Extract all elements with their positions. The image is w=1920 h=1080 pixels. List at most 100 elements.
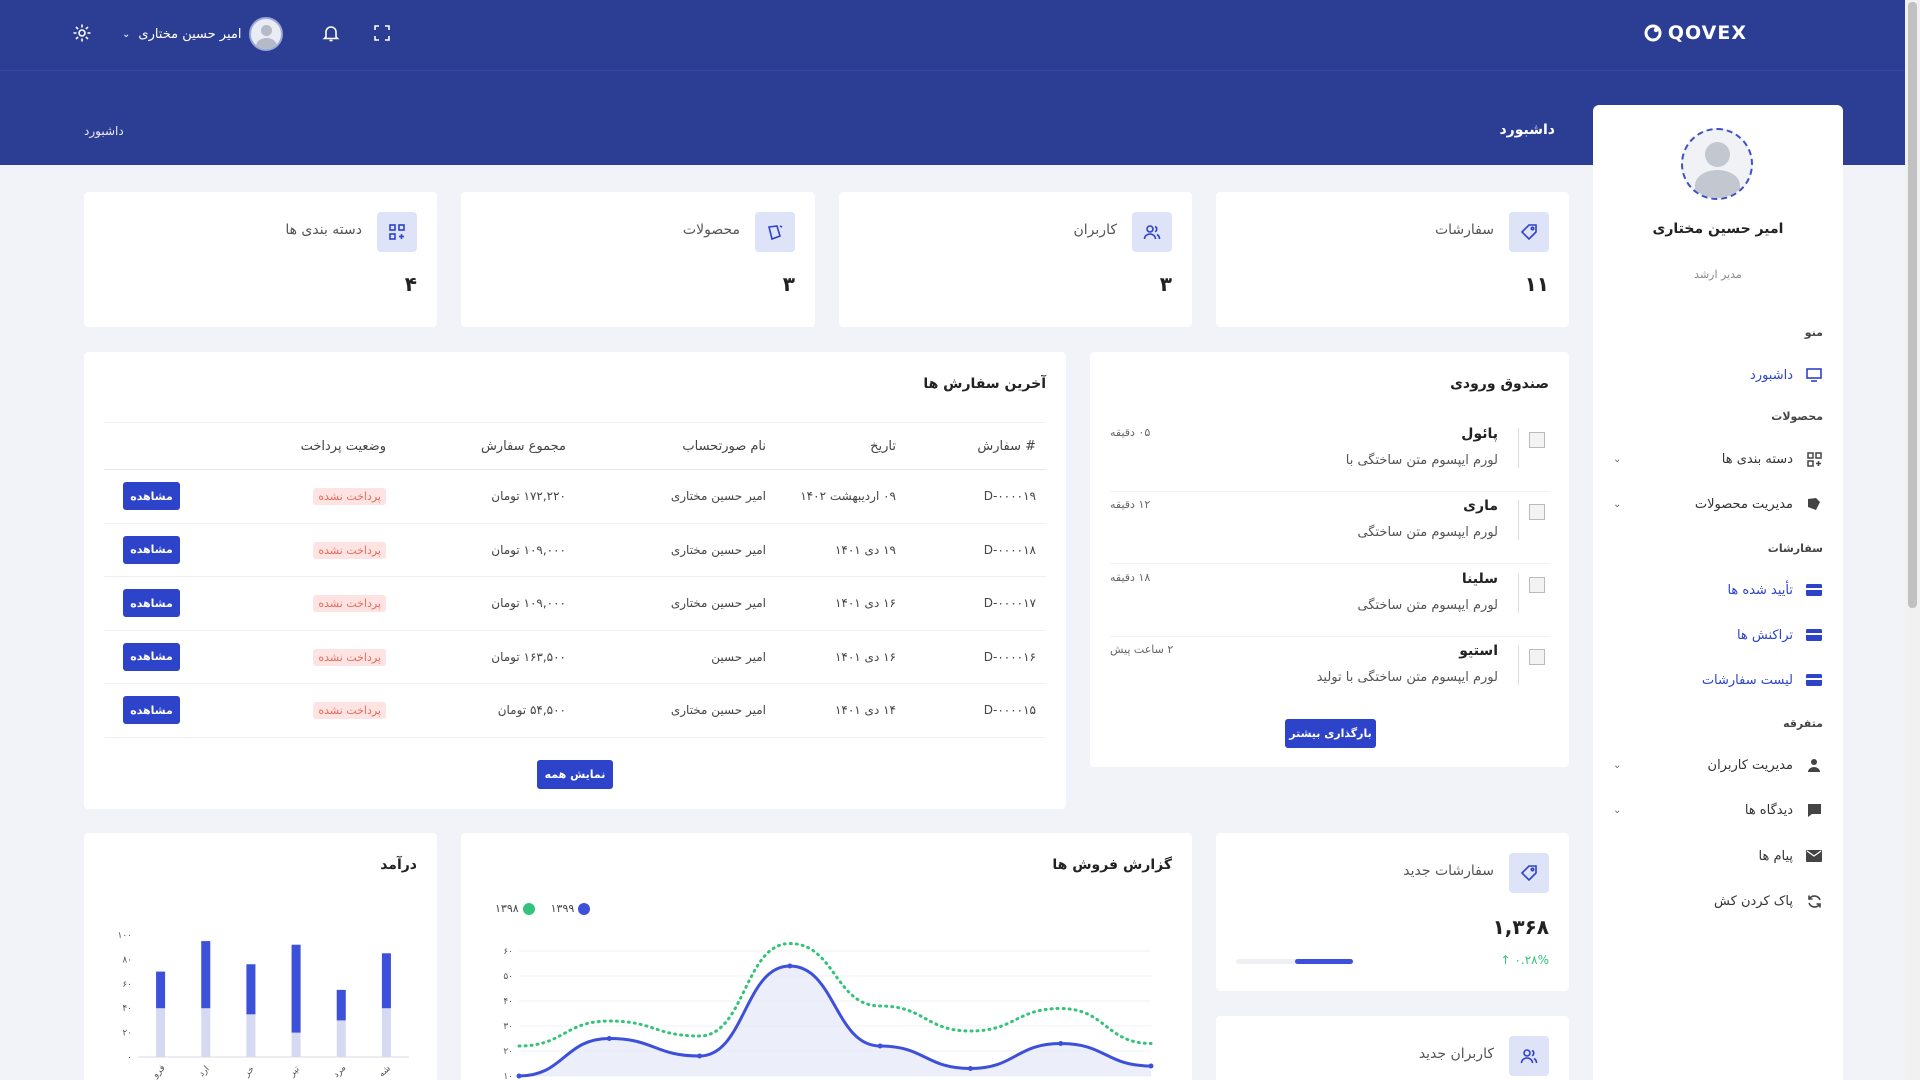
card-icon — [1805, 581, 1823, 599]
logo-text: QOVEX — [1667, 22, 1747, 44]
stat-value: ۱۱ — [1524, 272, 1549, 296]
stat-label: دسته بندی ها — [285, 222, 362, 238]
inbox-avatar — [1518, 645, 1550, 685]
list-item[interactable]: استیو لورم ایپسوم متن ساختگی با تولید ۲ … — [1110, 637, 1550, 709]
chevron-down-icon: ⌄ — [1613, 759, 1622, 771]
stat-label: کاربران جدید — [1418, 1046, 1494, 1062]
view-button[interactable]: مشاهده — [123, 482, 180, 511]
sidebar-item-categories[interactable]: دسته بندی ها ⌄ — [1613, 447, 1823, 471]
x-tick-label: شه — [377, 1064, 393, 1080]
load-more-button[interactable]: بارگذاری بیشتر — [1285, 719, 1376, 748]
message-time: ۲ ساعت پیش — [1110, 643, 1174, 656]
sidebar-item-messages[interactable]: پیام ها — [1613, 844, 1823, 868]
sidebar-item-dashboard[interactable]: داشبورد — [1613, 363, 1823, 387]
sales-report-card: گزارش فروش ها ۱۰ ۲۰ ۳۰ ۴۰ ۵۰ ۶۰ — [461, 833, 1192, 1080]
card-title: آخرین سفارش ها — [923, 376, 1046, 392]
order-id[interactable]: D-۰۰۰۰۱۹ — [906, 469, 1046, 524]
series-line — [518, 964, 1152, 1078]
inbox-avatar — [1518, 428, 1550, 468]
profile-avatar[interactable] — [1681, 128, 1753, 200]
chevron-down-icon: ⌄ — [1613, 453, 1622, 465]
legend-swatch — [578, 902, 591, 915]
inbox-avatar — [1518, 573, 1550, 613]
sidebar-item-confirmed[interactable]: تأیید شده ها — [1613, 578, 1823, 602]
message-time: ۱۲ دقیقه — [1110, 498, 1151, 511]
fullscreen-icon[interactable] — [371, 22, 393, 44]
view-button[interactable]: مشاهده — [123, 535, 180, 564]
billing-name: امیر حسین — [576, 630, 776, 684]
top-navbar — [0, 0, 1920, 70]
order-total: ۵۴,۵۰۰ تومان — [396, 683, 576, 738]
table-row: D-۰۰۰۰۱۸ ۱۹ دی ۱۴۰۱ امیر حسین مختاری ۱۰۹… — [104, 523, 1046, 577]
series-area — [519, 966, 1151, 1076]
legend-item[interactable]: ۱۳۹۸ — [495, 902, 535, 915]
sidebar-item-user-management[interactable]: مدیریت کاربران ⌄ — [1613, 753, 1823, 777]
table-row: D-۰۰۰۰۱۹ ۰۹ اردیبهشت ۱۴۰۲ امیر حسین مختا… — [104, 469, 1046, 524]
sidebar-item-product-management[interactable]: مدیریت محصولات ⌄ — [1613, 492, 1823, 516]
show-all-button[interactable]: نمایش همه — [537, 760, 613, 789]
order-id[interactable]: D-۰۰۰۰۱۸ — [906, 523, 1046, 577]
status-badge: پرداخت نشده — [313, 488, 386, 506]
order-date: ۱۴ دی ۱۴۰۱ — [776, 683, 906, 738]
scrollbar[interactable] — [1905, 0, 1920, 1080]
list-item[interactable]: سلینا لورم ایپسوم متن ساختگی ۱۸ دقیقه — [1110, 565, 1550, 637]
bar — [246, 964, 256, 1015]
view-button[interactable]: مشاهده — [123, 589, 180, 618]
bar — [291, 944, 301, 1033]
user-icon — [1805, 756, 1823, 774]
user-menu[interactable]: ⌄ امیر حسین مختاری — [122, 17, 284, 51]
stat-label: سفارشات جدید — [1403, 863, 1494, 879]
legend-item[interactable]: ۱۳۹۹ — [551, 902, 591, 915]
view-button[interactable]: مشاهده — [123, 642, 180, 671]
brand-logo[interactable]: QOVEX — [1644, 22, 1747, 44]
data-point — [697, 1053, 703, 1059]
status-badge: پرداخت نشده — [313, 702, 386, 720]
chevron-down-icon: ⌄ — [122, 28, 131, 40]
table-row: D-۰۰۰۰۱۵ ۱۴ دی ۱۴۰۱ امیر حسین مختاری ۵۴,… — [104, 683, 1046, 738]
bar-background — [156, 971, 166, 1057]
stat-card-users: کاربران ۳ — [839, 192, 1192, 327]
refresh-icon — [1805, 892, 1823, 910]
list-item[interactable]: پائول لورم ایپسوم متن ساختگی با ۰۵ دقیقه — [1110, 420, 1550, 492]
billing-name: امیر حسین مختاری — [576, 576, 776, 631]
users-icon — [1132, 212, 1172, 252]
tag-outline-icon — [1509, 853, 1549, 893]
sidebar-item-transactions[interactable]: تراکنش ها — [1613, 623, 1823, 647]
order-date: ۰۹ اردیبهشت ۱۴۰۲ — [776, 469, 906, 524]
view-button[interactable]: مشاهده — [123, 696, 180, 725]
scrollbar-thumb[interactable] — [1908, 2, 1917, 608]
order-id[interactable]: D-۰۰۰۰۱۶ — [906, 630, 1046, 684]
stat-card-products: محصولات ۳ — [461, 192, 815, 327]
sidebar-item-order-list[interactable]: لیست سفارشات — [1613, 668, 1823, 692]
chart-title: درآمد — [380, 857, 417, 873]
order-id[interactable]: D-۰۰۰۰۱۵ — [906, 683, 1046, 738]
data-point — [1058, 1041, 1064, 1046]
data-point — [516, 1073, 522, 1079]
new-users-card: کاربران جدید — [1216, 1016, 1569, 1080]
sidebar-item-comments[interactable]: دیدگاه ها ⌄ — [1613, 798, 1823, 822]
status-badge: پرداخت نشده — [313, 541, 386, 559]
gear-icon[interactable] — [71, 22, 93, 44]
sales-line-chart: ۱۰ ۲۰ ۳۰ ۴۰ ۵۰ ۶۰ — [503, 941, 1154, 1080]
arrow-up-icon: ↑ — [1500, 953, 1511, 967]
bell-icon[interactable] — [320, 22, 342, 44]
menu-section-title: منو — [1804, 326, 1823, 339]
inbox-card: صندوق ورودی پائول لورم ایپسوم متن ساختگی… — [1090, 352, 1569, 767]
stat-value: ۳ — [1159, 272, 1172, 296]
column-header — [104, 422, 246, 470]
order-id[interactable]: D-۰۰۰۰۱۷ — [906, 576, 1046, 631]
column-header: وضعیت پرداخت — [246, 422, 396, 470]
grid-plus-icon — [1805, 450, 1823, 468]
breadcrumb[interactable]: داشبورد — [84, 124, 124, 138]
sidebar-item-clear-cache[interactable]: پاک کردن کش — [1613, 889, 1823, 913]
list-item[interactable]: ماری لورم ایپسوم متن ساختگی ۱۲ دقیقه — [1110, 492, 1550, 564]
message-preview: لورم ایپسوم متن ساختگی — [1357, 525, 1498, 540]
y-tick-label: ۸۰ — [122, 955, 132, 965]
stat-value: ۳ — [782, 272, 795, 296]
monitor-icon — [1805, 366, 1823, 384]
order-date: ۱۹ دی ۱۴۰۱ — [776, 523, 906, 577]
bar-background — [336, 989, 346, 1057]
y-tick-label: ۲۰ — [503, 1047, 513, 1057]
sender-name: استیو — [1459, 643, 1498, 659]
logo-icon — [1644, 24, 1662, 42]
